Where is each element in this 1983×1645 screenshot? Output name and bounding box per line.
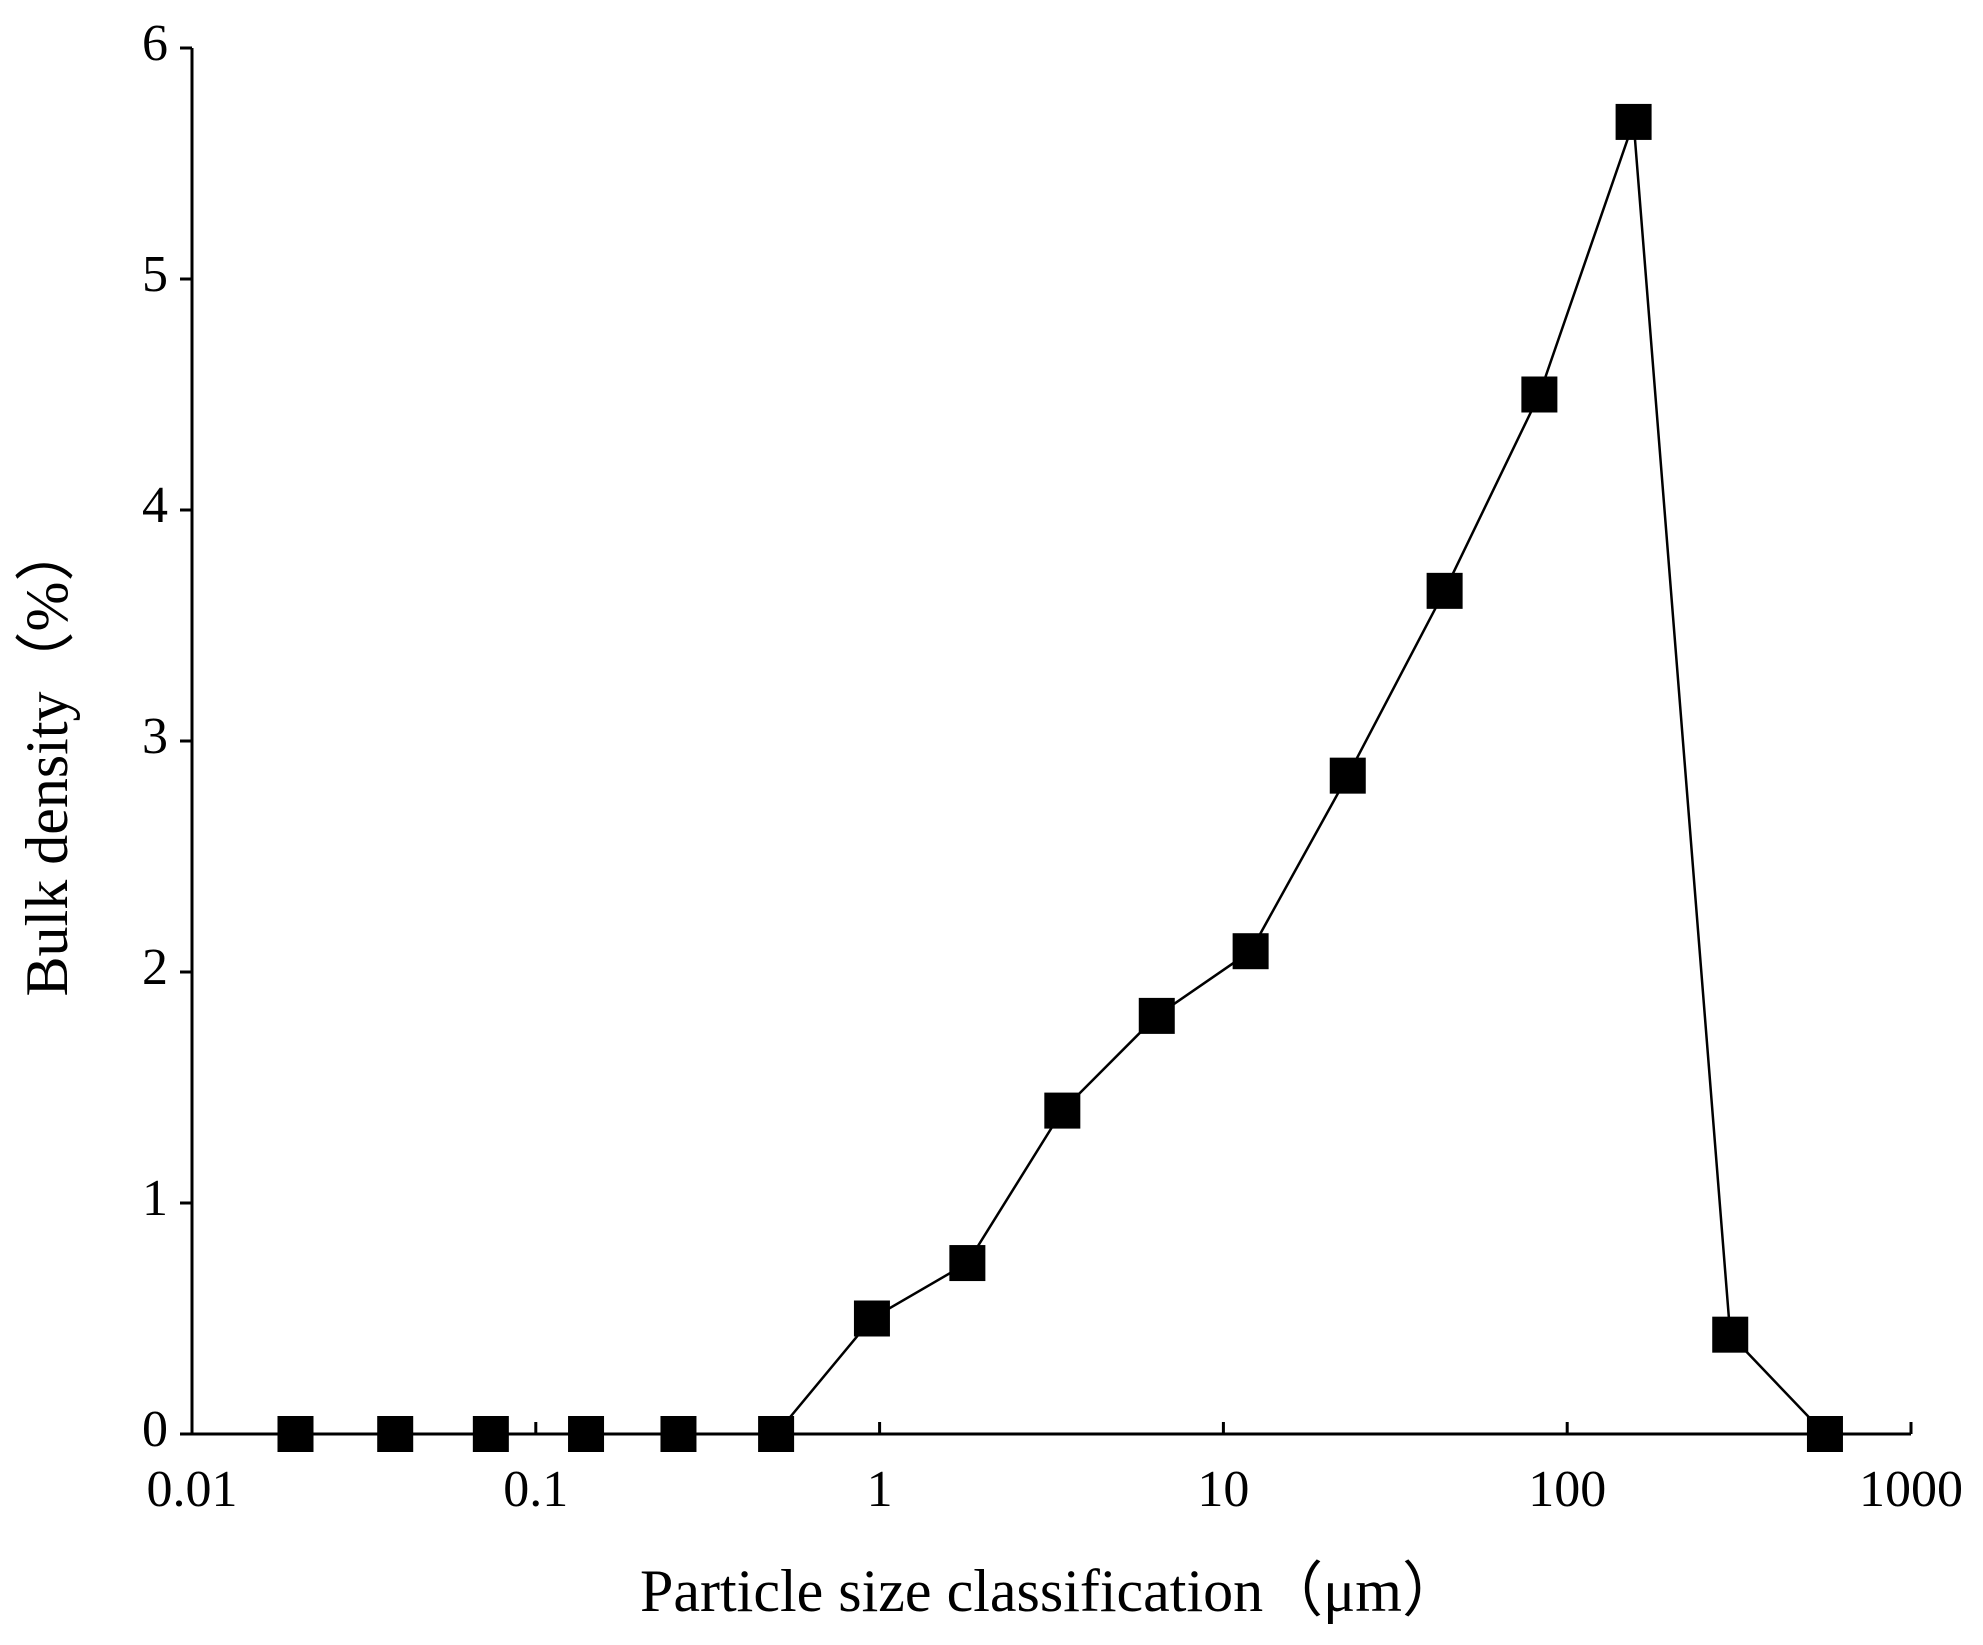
x-tick-label: 0.01	[147, 1461, 238, 1518]
x-tick-label: 10	[1197, 1461, 1249, 1518]
data-point	[1329, 757, 1366, 794]
x-tick-label: 1	[867, 1461, 893, 1518]
data-point	[277, 1416, 314, 1452]
data-point	[1712, 1316, 1749, 1353]
data-point	[1138, 997, 1175, 1034]
data-point	[949, 1245, 986, 1282]
y-tick-label: 6	[142, 15, 168, 72]
data-point	[1426, 572, 1463, 609]
data-point	[568, 1416, 605, 1452]
y-tick-label: 4	[142, 477, 168, 534]
data-point	[377, 1416, 414, 1452]
data-point	[1044, 1092, 1081, 1129]
data-line	[295, 121, 1826, 1436]
y-tick-label: 0	[142, 1401, 168, 1458]
y-tick-label: 1	[142, 1170, 168, 1227]
data-point	[660, 1416, 697, 1452]
y-tick-label: 3	[142, 708, 168, 765]
x-tick-label: 100	[1528, 1461, 1606, 1518]
x-tick-label: 1000	[1859, 1461, 1963, 1518]
data-point	[1521, 376, 1558, 413]
data-point	[1806, 1416, 1843, 1452]
x-tick-label: 0.1	[503, 1461, 568, 1518]
data-point	[472, 1416, 509, 1452]
data-point	[853, 1300, 890, 1337]
data-point	[1615, 103, 1652, 140]
x-axis-title: Particle size classification（μm）	[640, 1558, 1462, 1624]
y-tick-label: 5	[142, 246, 168, 303]
y-tick-label: 2	[142, 939, 168, 996]
data-point	[758, 1416, 795, 1452]
data-point	[1232, 933, 1269, 970]
y-axis-title: Bulk density（%）	[14, 522, 80, 997]
